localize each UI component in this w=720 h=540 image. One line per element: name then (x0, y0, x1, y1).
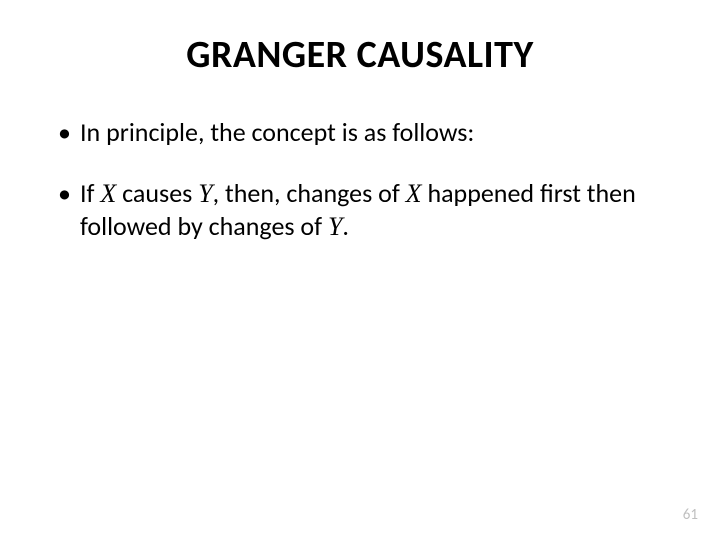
math-var: Y (328, 212, 342, 241)
slide-title: GRANGER CAUSALITY (40, 32, 680, 78)
text-run: causes (116, 177, 198, 209)
math-var: Y (198, 179, 212, 208)
bullet-list: In principle, the concept is as follows:… (40, 116, 680, 244)
page-number: 61 (683, 506, 698, 524)
text-run: If (80, 177, 100, 209)
math-var: X (100, 179, 116, 208)
math-var: X (406, 179, 422, 208)
slide-body: In principle, the concept is as follows:… (40, 116, 680, 244)
text-run: , then, changes of (213, 177, 406, 209)
bullet-item: In principle, the concept is as follows: (58, 116, 680, 149)
text-run: . (342, 210, 349, 242)
bullet-item: If X causes Y, then, changes of X happen… (58, 177, 680, 244)
text-run: In principle, the concept is as follows: (80, 116, 474, 148)
slide: GRANGER CAUSALITY In principle, the conc… (0, 0, 720, 540)
